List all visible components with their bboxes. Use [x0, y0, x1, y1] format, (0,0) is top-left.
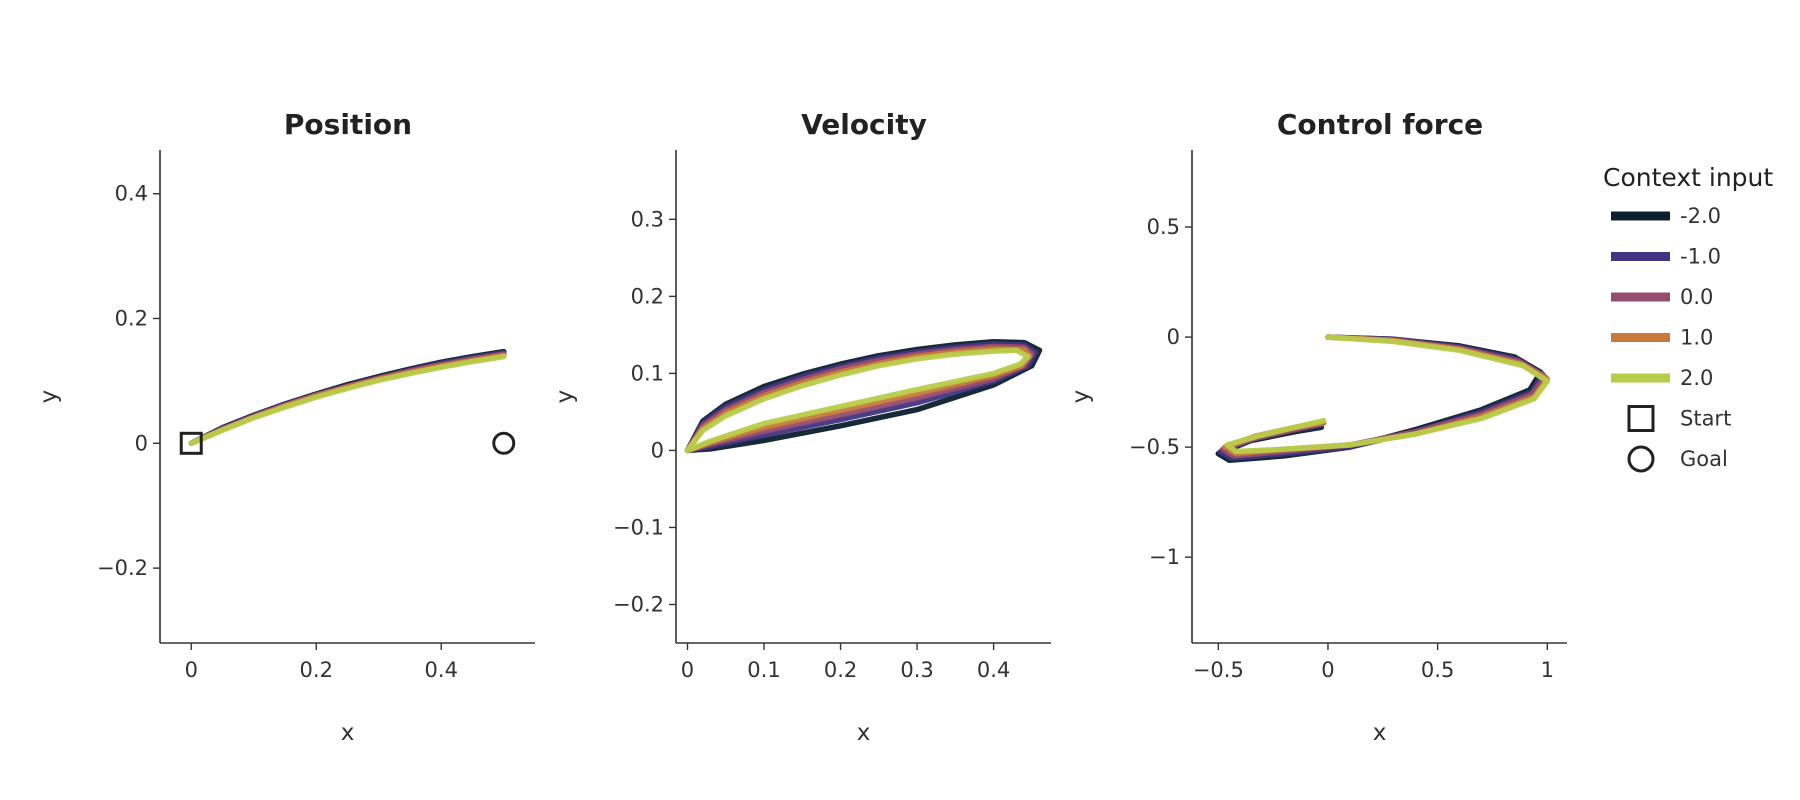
- x-tick-label: 0: [1321, 658, 1334, 682]
- legend-label: -2.0: [1680, 204, 1721, 228]
- goal-marker: [492, 431, 516, 455]
- x-tick-label: 0.2: [824, 658, 857, 682]
- legend-item-1.0: 1.0: [1611, 326, 1713, 350]
- y-tick-label: 0.3: [631, 207, 664, 231]
- series-line-2.0: [1224, 334, 1551, 455]
- x-tick-label: 0.1: [747, 658, 780, 682]
- legend-label: 0.0: [1680, 285, 1713, 309]
- x-axis-label: x: [857, 720, 871, 746]
- y-tick-label: 0: [1167, 325, 1180, 349]
- legend-title: Context input: [1603, 163, 1773, 192]
- series-line-2.0: [684, 347, 1031, 454]
- panel-title: Velocity: [801, 108, 927, 141]
- y-axis-label: y: [36, 390, 62, 404]
- panel-1: Position 0 0.2 0.4 −0.2 0 0.2 0.4 x y: [36, 108, 535, 746]
- y-tick-label: 0.4: [115, 182, 148, 206]
- legend-item-0.0: 0.0: [1611, 285, 1713, 309]
- y-tick-label: −1: [1149, 545, 1180, 569]
- series-line-0.0: [188, 351, 507, 447]
- x-tick-label: 0.4: [425, 658, 458, 682]
- y-axis-label: y: [552, 390, 578, 404]
- legend-item-goal: Goal: [1627, 445, 1728, 473]
- x-tick-label: 0: [185, 658, 198, 682]
- legend-goal-marker: [1627, 445, 1655, 473]
- y-tick-label: 0.2: [631, 284, 664, 308]
- y-tick-label: −0.1: [613, 515, 664, 539]
- series-line-2.0: [188, 353, 507, 447]
- series-group: [1215, 334, 1551, 464]
- legend-label: -1.0: [1680, 245, 1721, 269]
- legend-label: Goal: [1680, 447, 1728, 471]
- series-group: [684, 339, 1043, 454]
- y-axis-label: y: [1068, 390, 1094, 404]
- x-axis-label: x: [341, 720, 355, 746]
- y-tick-label: −0.2: [613, 592, 664, 616]
- panel-title: Control force: [1277, 108, 1483, 141]
- panel-title: Position: [284, 108, 412, 141]
- x-tick-label: 0.2: [300, 658, 333, 682]
- legend-label: Start: [1680, 407, 1731, 431]
- series-line-1.0: [188, 352, 507, 447]
- legend-item--2.0: -2.0: [1611, 204, 1721, 228]
- legend-item--1.0: -1.0: [1611, 245, 1721, 269]
- x-tick-label: 0.4: [977, 658, 1010, 682]
- series-group: [188, 348, 507, 447]
- x-tick-label: 0: [681, 658, 694, 682]
- legend-label: 1.0: [1680, 326, 1713, 350]
- panel-2: Velocity 0 0.1 0.2 0.3 0.4 −0.2 −0.1 0 0.1 0.2 0.3 x…: [552, 108, 1051, 746]
- y-tick-label: −0.5: [1129, 435, 1180, 459]
- x-tick-label: −0.5: [1193, 658, 1244, 682]
- y-tick-label: 0.5: [1147, 215, 1180, 239]
- legend-item-2.0: 2.0: [1611, 366, 1713, 390]
- x-tick-label: 1: [1541, 658, 1554, 682]
- legend-start-marker: [1627, 405, 1655, 432]
- legend-label: 2.0: [1680, 366, 1713, 390]
- y-tick-label: 0: [135, 431, 148, 455]
- y-tick-label: 0.1: [631, 361, 664, 385]
- y-tick-label: 0.2: [115, 306, 148, 330]
- x-tick-label: 0.5: [1421, 658, 1454, 682]
- y-tick-label: 0: [651, 438, 664, 462]
- legend-item-start: Start: [1627, 405, 1731, 432]
- panels: Position 0 0.2 0.4 −0.2 0 0.2 0.4 x y Velocity 0 0.1…: [36, 108, 1567, 746]
- x-tick-label: 0.3: [900, 658, 933, 682]
- panel-3: Control force −0.5 0 0.5 1 −1 −0.5 0 0.5 x y: [1068, 108, 1567, 746]
- legend: Context input -2.0 -1.0 0.0 1.0 2.0 Start Goal: [1603, 163, 1773, 473]
- x-axis-label: x: [1373, 720, 1387, 746]
- start-marker: [179, 431, 203, 455]
- y-tick-label: −0.2: [97, 556, 148, 580]
